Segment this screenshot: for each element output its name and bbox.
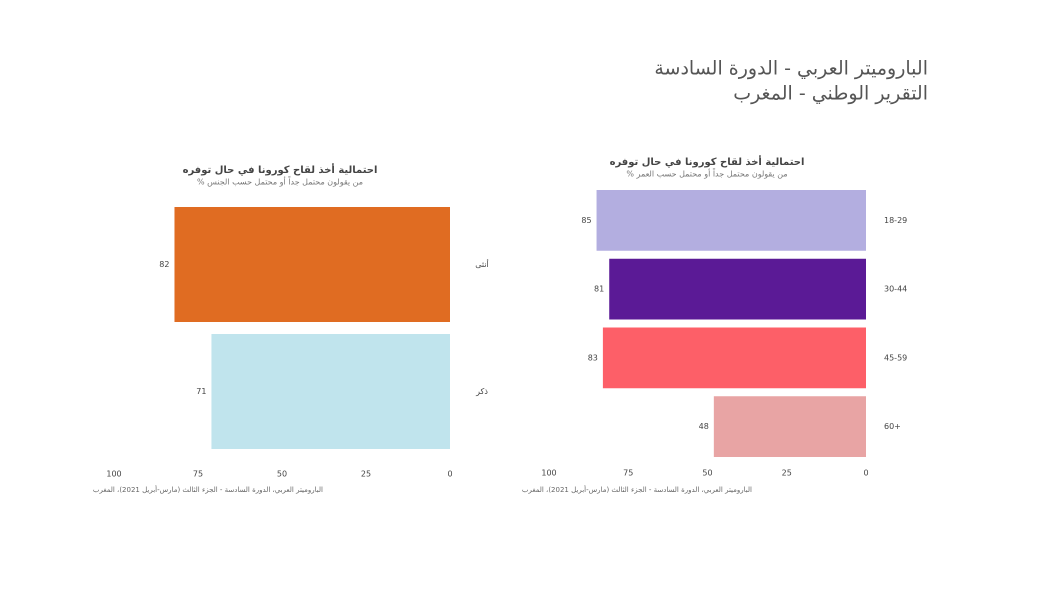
chart-title: احتمالية أخذ لقاح كورونا في حال توفره — [610, 155, 805, 168]
header-line: الباروميتر العربي - الدورة السادسة — [654, 58, 928, 80]
x-tick-label: 50 — [277, 470, 287, 479]
value-label: 71 — [196, 387, 206, 396]
header-line: التقرير الوطني - المغرب — [733, 83, 928, 105]
bar — [174, 207, 451, 322]
x-tick-label: 25 — [361, 470, 371, 479]
x-tick-label: 75 — [623, 469, 633, 478]
value-label: 82 — [159, 260, 169, 269]
x-tick-label: 0 — [863, 469, 868, 478]
chart-subtitle: % من يقولون محتمل جداً أو محتمل حسب العم… — [626, 168, 787, 179]
category-label: 30-44 — [884, 285, 907, 294]
bar — [609, 258, 866, 320]
chart-title: احتمالية أخذ لقاح كورونا في حال توفره — [183, 163, 378, 176]
category-label: أنثى — [475, 259, 489, 269]
bar — [602, 327, 866, 389]
value-label: 85 — [581, 216, 591, 225]
chart-subtitle: % من يقولون محتمل جداً أو محتمل حسب الجن… — [197, 176, 363, 187]
bar — [596, 190, 866, 251]
category-label: 45-59 — [884, 353, 907, 362]
value-label: 81 — [594, 285, 604, 294]
x-tick-label: 25 — [782, 469, 792, 478]
x-tick-label: 50 — [702, 469, 712, 478]
source-note: الباروميتر العربي، الدورة السادسة - الجز… — [522, 485, 752, 494]
x-tick-label: 75 — [193, 470, 203, 479]
category-label: ذكر — [475, 387, 488, 396]
category-label: 60+ — [884, 422, 901, 431]
value-label: 48 — [699, 422, 709, 431]
source-note: الباروميتر العربي، الدورة السادسة - الجز… — [93, 485, 323, 494]
x-tick-label: 0 — [447, 470, 452, 479]
bar — [211, 334, 450, 449]
category-label: 18-29 — [884, 216, 907, 225]
value-label: 83 — [588, 353, 598, 362]
x-tick-label: 100 — [541, 469, 556, 478]
x-tick-label: 100 — [106, 470, 121, 479]
bar — [713, 396, 866, 457]
